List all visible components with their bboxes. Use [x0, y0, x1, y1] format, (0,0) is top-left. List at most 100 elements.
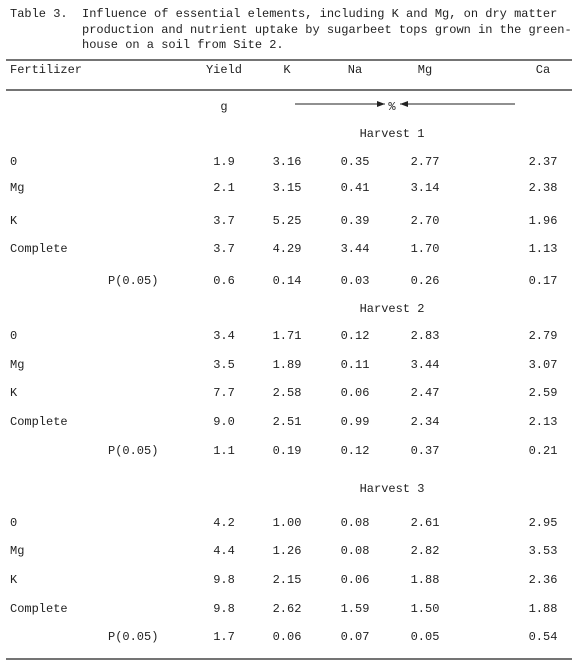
cell: 5.25: [273, 214, 302, 228]
cell: 3.44: [411, 358, 440, 372]
column-header: Fertilizer: [10, 63, 82, 77]
row-label: Complete: [10, 242, 68, 256]
cell: 3.5: [213, 358, 235, 372]
cell: 1.7: [213, 630, 235, 644]
caption-line: house on a soil from Site 2.: [82, 38, 284, 52]
cell: 2.79: [529, 329, 558, 343]
cell: 0.19: [273, 444, 302, 458]
cell: 1.13: [529, 242, 558, 256]
cell: 7.7: [213, 386, 235, 400]
cell: 2.38: [529, 181, 558, 195]
cell: 0.12: [341, 444, 370, 458]
cell: 3.07: [529, 358, 558, 372]
row-label: 0: [10, 329, 17, 343]
cell: 0.06: [341, 386, 370, 400]
cell: 0.37: [411, 444, 440, 458]
cell: 2.51: [273, 415, 302, 429]
row-label: Complete: [10, 602, 68, 616]
cell: 3.4: [213, 329, 235, 343]
row-label: Complete: [10, 415, 68, 429]
cell: 3.7: [213, 242, 235, 256]
cell: 1.59: [341, 602, 370, 616]
cell: 0.35: [341, 155, 370, 169]
section-title: Harvest 2: [360, 302, 425, 316]
cell: 2.82: [411, 544, 440, 558]
row-label: K: [10, 573, 18, 587]
cell: 4.4: [213, 544, 235, 558]
row-label: 0: [10, 155, 17, 169]
cell: 3.53: [529, 544, 558, 558]
cell: 0.41: [341, 181, 370, 195]
cell: 2.37: [529, 155, 558, 169]
cell: 2.95: [529, 516, 558, 530]
column-header: Ca: [536, 63, 550, 77]
cell: 2.62: [273, 602, 302, 616]
cell: 0.54: [529, 630, 558, 644]
cell: 2.34: [411, 415, 440, 429]
cell: 1.26: [273, 544, 302, 558]
column-header: K: [283, 63, 291, 77]
cell: 0.17: [529, 274, 558, 288]
cell: 1.00: [273, 516, 302, 530]
caption-line: Influence of essential elements, includi…: [82, 7, 557, 21]
cell: 2.13: [529, 415, 558, 429]
section-title: Harvest 3: [360, 482, 425, 496]
lsd-label: P(0.05): [108, 444, 158, 458]
cell: 2.83: [411, 329, 440, 343]
cell: 9.0: [213, 415, 235, 429]
cell: 2.58: [273, 386, 302, 400]
cell: 1.70: [411, 242, 440, 256]
lsd-label: P(0.05): [108, 630, 158, 644]
row-label: K: [10, 386, 18, 400]
lsd-label: P(0.05): [108, 274, 158, 288]
cell: 1.88: [411, 573, 440, 587]
cell: 0.06: [273, 630, 302, 644]
cell: 1.1: [213, 444, 235, 458]
cell: 2.77: [411, 155, 440, 169]
cell: 0.07: [341, 630, 370, 644]
column-header: Yield: [206, 63, 242, 77]
cell: 4.2: [213, 516, 235, 530]
cell: 0.99: [341, 415, 370, 429]
cell: 3.16: [273, 155, 302, 169]
cell: 3.44: [341, 242, 370, 256]
cell: 1.71: [273, 329, 302, 343]
table-label: Table 3.: [10, 7, 68, 21]
cell: 0.08: [341, 544, 370, 558]
cell: 2.70: [411, 214, 440, 228]
row-label: Mg: [10, 181, 24, 195]
cell: 2.1: [213, 181, 235, 195]
cell: 0.11: [341, 358, 370, 372]
cell: 2.47: [411, 386, 440, 400]
cell: 0.12: [341, 329, 370, 343]
cell: 2.59: [529, 386, 558, 400]
cell: 0.21: [529, 444, 558, 458]
cell: 0.6: [213, 274, 235, 288]
row-label: Mg: [10, 358, 24, 372]
cell: 4.29: [273, 242, 302, 256]
cell: 0.06: [341, 573, 370, 587]
cell: 9.8: [213, 602, 235, 616]
cell: 3.14: [411, 181, 440, 195]
cell: 3.7: [213, 214, 235, 228]
unit-yield: g: [220, 100, 227, 114]
cell: 1.9: [213, 155, 235, 169]
caption-line: production and nutrient uptake by sugarb…: [82, 23, 572, 37]
cell: 9.8: [213, 573, 235, 587]
cell: 0.08: [341, 516, 370, 530]
cell: 1.50: [411, 602, 440, 616]
row-label: 0: [10, 516, 17, 530]
row-label: K: [10, 214, 18, 228]
row-label: Mg: [10, 544, 24, 558]
cell: 1.96: [529, 214, 558, 228]
unit-percent: %: [388, 100, 396, 114]
cell: 0.26: [411, 274, 440, 288]
cell: 3.15: [273, 181, 302, 195]
cell: 1.89: [273, 358, 302, 372]
cell: 2.36: [529, 573, 558, 587]
section-title: Harvest 1: [360, 127, 425, 141]
cell: 2.15: [273, 573, 302, 587]
cell: 0.03: [341, 274, 370, 288]
cell: 2.61: [411, 516, 440, 530]
